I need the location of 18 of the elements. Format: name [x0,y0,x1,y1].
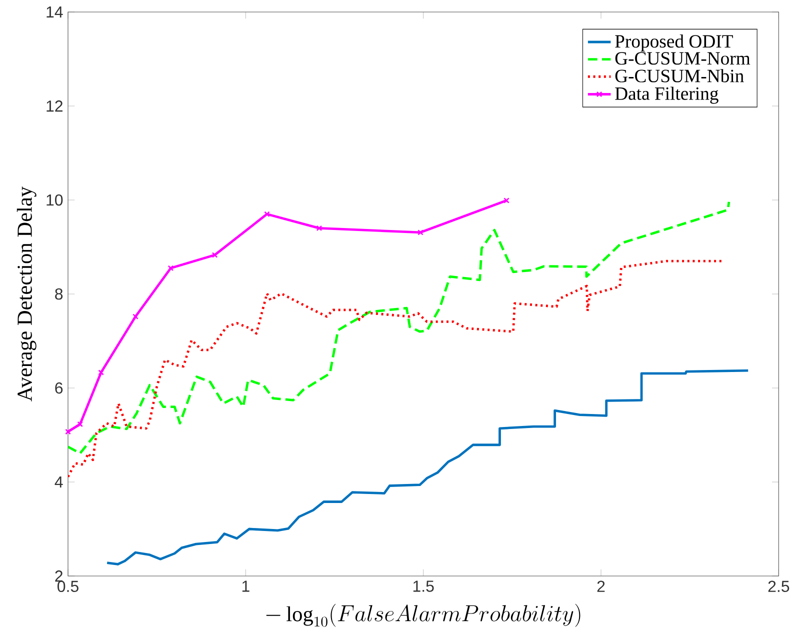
y-tick-label: 8 [55,288,63,300]
x-tick-label: 0.5 [58,580,78,592]
legend-label: G-CUSUM-Norm [615,52,750,65]
y-axis-title: Average Detection Delay [16,186,36,402]
x-tick-label: 2 [597,580,605,592]
x-tick-label: 1 [242,580,250,592]
legend-label: G-CUSUM-Nbin [615,69,744,82]
x-tick-label: 1.5 [413,580,434,592]
y-tick-label: 14 [46,6,63,18]
x-axis-title: $-\log_{10}(FalseAlarmProbability)$ [266,604,580,627]
y-tick-label: 4 [54,476,63,488]
legend-label: Data Filtering [615,86,718,104]
x-tick-label: 2.5 [768,580,790,592]
y-tick-label: 10 [46,194,63,206]
legend-label: Proposed ODIT [615,34,733,52]
y-tick-label: 2 [55,570,62,582]
y-tick-label: 12 [46,100,62,112]
y-tick-label: 6 [55,382,63,394]
